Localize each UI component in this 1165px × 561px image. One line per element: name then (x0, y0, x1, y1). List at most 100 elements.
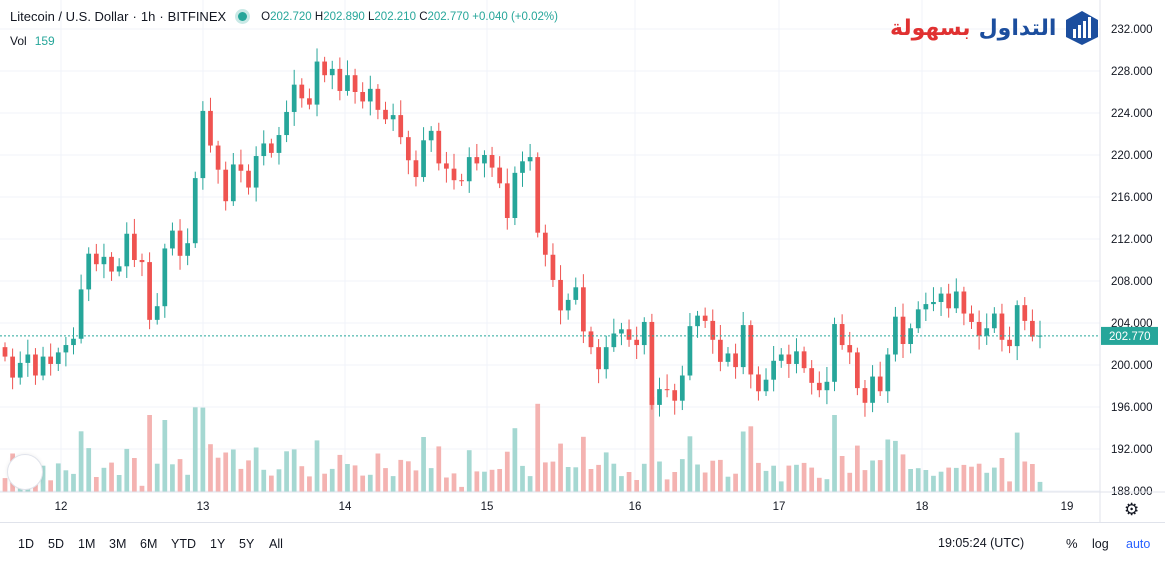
volume-bar (466, 450, 472, 492)
log-toggle[interactable]: log (1092, 537, 1109, 551)
candle (687, 313, 693, 381)
candle (885, 348, 891, 403)
candle (139, 253, 145, 277)
volume-bar (725, 476, 731, 492)
candle (413, 150, 419, 187)
x-tick-label: 19 (1061, 501, 1074, 513)
logo-text-red: بسهولة (890, 15, 971, 41)
volume-bar (405, 461, 411, 492)
candle (185, 228, 191, 266)
candle (299, 78, 305, 108)
candle (162, 243, 168, 318)
utc-clock[interactable]: 19:05:24 (UTC) (938, 536, 1025, 550)
volume-bar (535, 403, 541, 492)
candle (900, 303, 906, 358)
candle (877, 361, 883, 396)
candle (436, 122, 442, 171)
candle (375, 84, 381, 120)
volume-bar (953, 467, 959, 492)
candle (672, 383, 678, 415)
candle (596, 339, 601, 384)
volume-bar (900, 454, 906, 492)
candle (200, 101, 206, 190)
volume-bar (246, 460, 251, 492)
candle (291, 69, 297, 126)
logo-text-blue: التداول (978, 15, 1057, 41)
candle (999, 303, 1005, 352)
volume-bar (444, 477, 449, 492)
volume-bar (915, 468, 921, 492)
bottom-toolbar: 1D 5D 1M 3M 6M YTD 1Y 5Y All 19:05:24 (U… (0, 522, 1165, 561)
x-tick-label: 13 (197, 501, 210, 513)
range-1d[interactable]: 1D (18, 537, 34, 551)
y-tick-label: 196.000 (1111, 402, 1153, 414)
volume-bar (657, 461, 662, 492)
volume-bar (649, 397, 655, 492)
volume-bar (78, 431, 84, 492)
candle (147, 252, 152, 330)
candle (794, 338, 799, 374)
candle (78, 274, 84, 344)
range-1m[interactable]: 1M (78, 537, 96, 551)
candle (33, 348, 38, 385)
candle (1007, 326, 1012, 354)
volume-bar (969, 466, 974, 492)
range-5d[interactable]: 5D (48, 537, 64, 551)
volume-bar (702, 472, 708, 492)
range-1y[interactable]: 1Y (210, 537, 226, 551)
candle (679, 365, 685, 411)
volume-bar (489, 469, 495, 492)
candle (48, 343, 54, 376)
range-ytd[interactable]: YTD (171, 537, 196, 551)
volume-bar (824, 479, 830, 492)
candle (809, 360, 815, 395)
volume-bar (877, 460, 883, 492)
volume-bar (269, 475, 274, 492)
volume-bar (801, 462, 807, 492)
volume-bar (390, 476, 396, 492)
volume-bar (345, 464, 350, 492)
candle (801, 346, 807, 373)
x-axis[interactable]: 12 13 14 15 16 17 18 19 (0, 491, 1165, 513)
auto-toggle[interactable]: auto (1126, 537, 1151, 551)
range-5y[interactable]: 5Y (239, 537, 255, 551)
volume-bar (527, 476, 533, 492)
gear-icon[interactable]: ⚙ (1124, 500, 1140, 519)
symbol-title[interactable]: Litecoin / U.S. Dollar (10, 9, 129, 24)
volume-bar (520, 465, 525, 492)
x-tick-label: 17 (773, 501, 786, 513)
last-price-label: 202.770 (1101, 326, 1158, 345)
change-value: +0.040 (+0.02%) (472, 10, 558, 23)
volume-bar (870, 460, 875, 492)
candle (946, 283, 952, 318)
candle (101, 243, 107, 279)
candle (816, 371, 822, 398)
x-tick-label: 14 (339, 501, 352, 513)
candle (923, 292, 929, 322)
volume-bar (664, 479, 670, 492)
volume-bar (2, 478, 8, 492)
candle (710, 309, 716, 354)
candle (1037, 320, 1043, 349)
range-6m[interactable]: 6M (140, 537, 158, 551)
replay-button[interactable] (7, 454, 43, 490)
candle (657, 377, 662, 417)
candle (2, 342, 8, 362)
volume-bar (314, 440, 320, 492)
candle (132, 218, 137, 268)
volume-bar (276, 469, 282, 492)
price-chart[interactable]: 232.000 228.000 224.000 220.000 216.000 212.0… (0, 0, 1165, 522)
y-axis[interactable]: 232.000 228.000 224.000 220.000 216.000 212.0… (1099, 0, 1153, 522)
range-all[interactable]: All (269, 537, 283, 551)
volume-bar (923, 470, 929, 492)
interval-label[interactable]: 1h (140, 9, 156, 24)
candle (649, 313, 655, 410)
candle (25, 339, 31, 377)
volume-bar (474, 471, 480, 492)
candle (824, 366, 830, 405)
range-3m[interactable]: 3M (109, 537, 127, 551)
candle (398, 100, 404, 145)
candle (474, 143, 480, 171)
candle (246, 164, 251, 195)
percent-toggle[interactable]: % (1066, 536, 1078, 551)
